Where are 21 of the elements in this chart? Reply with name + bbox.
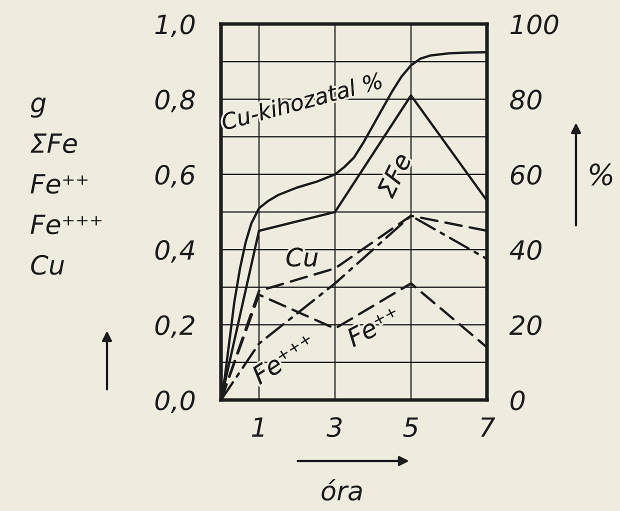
x-tick-label: 5 (403, 417, 418, 438)
x-axis-title: óra (322, 479, 362, 501)
y-tick-label: 0,4 (155, 240, 194, 263)
y2-tick-label: 80 (510, 90, 542, 110)
y-tick-label: 0,0 (155, 390, 195, 414)
x-tick-label: 7 (481, 417, 496, 437)
y2-tick-label: 60 (510, 164, 542, 185)
y2-tick-label: 40 (510, 240, 542, 260)
y2-tick-label: 100 (510, 14, 558, 34)
y-tick-label: 0,8 (155, 90, 195, 112)
y-tick-label: 0,2 (155, 315, 194, 338)
x-tick-label: 1 (252, 417, 264, 437)
text: ΣFe (376, 152, 412, 200)
y2-axis-title: % (590, 163, 612, 186)
y-axis-title: g ΣFe Fe⁺⁺ Fe⁺⁺⁺ Cu (30, 97, 102, 275)
y2-tick-label: 0 (510, 390, 525, 410)
y-tick-label: 0,6 (155, 164, 195, 188)
text: Fe⁺⁺ (345, 306, 402, 348)
y-tick-label: 1,0 (155, 14, 195, 38)
y2-tick-label: 20 (509, 315, 542, 336)
x-tick-label: 3 (326, 417, 342, 438)
